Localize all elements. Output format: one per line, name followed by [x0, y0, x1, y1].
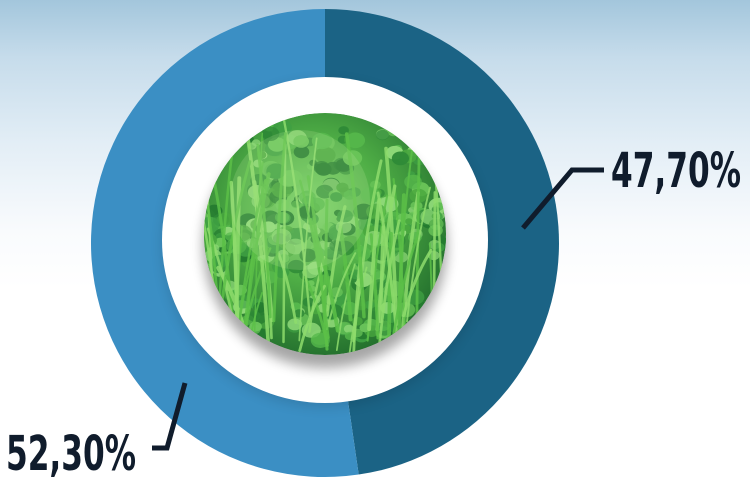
- grass-and-clover-photo: [204, 113, 446, 355]
- leader-line-2: [152, 382, 188, 451]
- data-label-2: 52,30%: [6, 426, 136, 481]
- leader-line-1: [521, 167, 604, 230]
- leader-lines: [152, 167, 604, 451]
- data-label-1: 47,70%: [611, 143, 741, 199]
- value-labels: 47,70% 52,30%: [6, 143, 741, 481]
